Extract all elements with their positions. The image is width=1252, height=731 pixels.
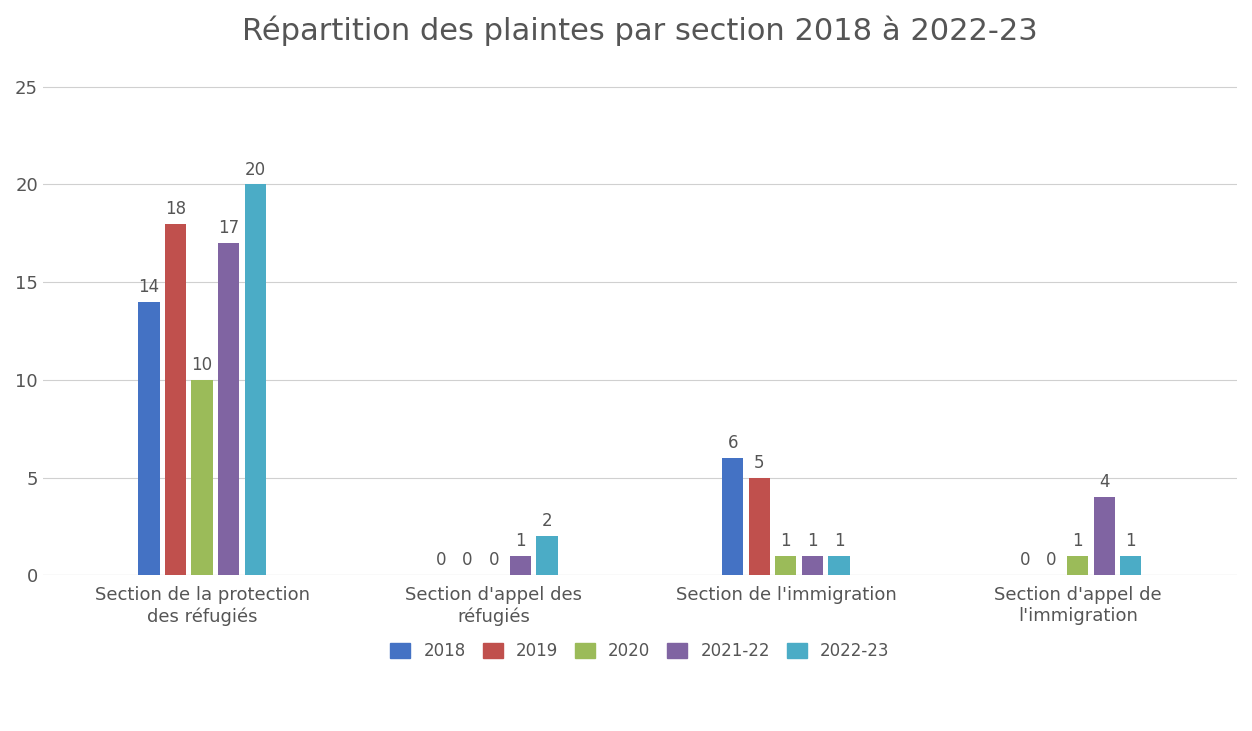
Text: 1: 1 (808, 532, 818, 550)
Bar (775, 556, 796, 575)
Bar (1067, 556, 1088, 575)
Text: 0: 0 (436, 551, 446, 569)
Text: 0: 0 (1045, 551, 1057, 569)
Text: 14: 14 (139, 278, 159, 296)
Text: 18: 18 (165, 200, 187, 218)
Bar (139, 302, 159, 575)
Bar (244, 184, 265, 575)
Title: Répartition des plaintes par section 2018 à 2022-23: Répartition des plaintes par section 201… (242, 15, 1038, 45)
Bar (1094, 497, 1116, 575)
Bar (192, 380, 213, 575)
Text: 1: 1 (1126, 532, 1136, 550)
Text: 4: 4 (1099, 473, 1109, 491)
Bar (1121, 556, 1142, 575)
Bar (165, 224, 187, 575)
Text: 17: 17 (218, 219, 239, 238)
Text: 20: 20 (244, 161, 265, 178)
Text: 1: 1 (1073, 532, 1083, 550)
Text: 10: 10 (192, 356, 213, 374)
Text: 1: 1 (780, 532, 791, 550)
Text: 1: 1 (834, 532, 844, 550)
Legend: 2018, 2019, 2020, 2021-22, 2022-23: 2018, 2019, 2020, 2021-22, 2022-23 (382, 634, 898, 668)
Text: 6: 6 (727, 434, 739, 452)
Bar (749, 477, 770, 575)
Text: 1: 1 (516, 532, 526, 550)
Bar (536, 536, 557, 575)
Text: 0: 0 (462, 551, 473, 569)
Text: 5: 5 (754, 454, 765, 471)
Text: 2: 2 (542, 512, 552, 530)
Bar (722, 458, 744, 575)
Text: 0: 0 (488, 551, 500, 569)
Text: 0: 0 (1019, 551, 1030, 569)
Bar (218, 243, 239, 575)
Bar (510, 556, 531, 575)
Bar (829, 556, 850, 575)
Bar (801, 556, 823, 575)
